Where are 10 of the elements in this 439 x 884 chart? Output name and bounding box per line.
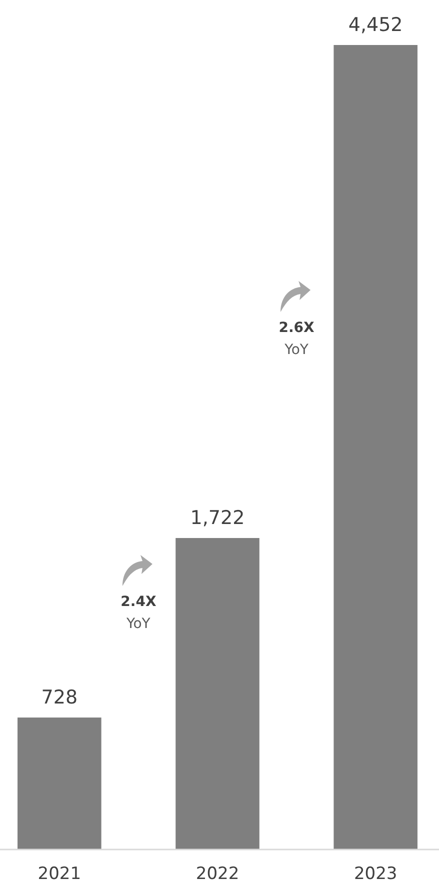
annotation: 2.4X: [120, 594, 156, 610]
data-label: 1,722: [190, 507, 245, 530]
annotation: YoY: [284, 342, 309, 358]
data-label: 728: [41, 686, 78, 709]
x-tick-label: 2021: [38, 864, 82, 884]
x-tick-label: 2022: [196, 864, 240, 884]
data-label: 4,452: [348, 14, 403, 36]
x-tick-label: 2023: [354, 864, 398, 884]
annotation: YoY: [126, 616, 151, 632]
annotation: 2.6X: [278, 320, 315, 336]
